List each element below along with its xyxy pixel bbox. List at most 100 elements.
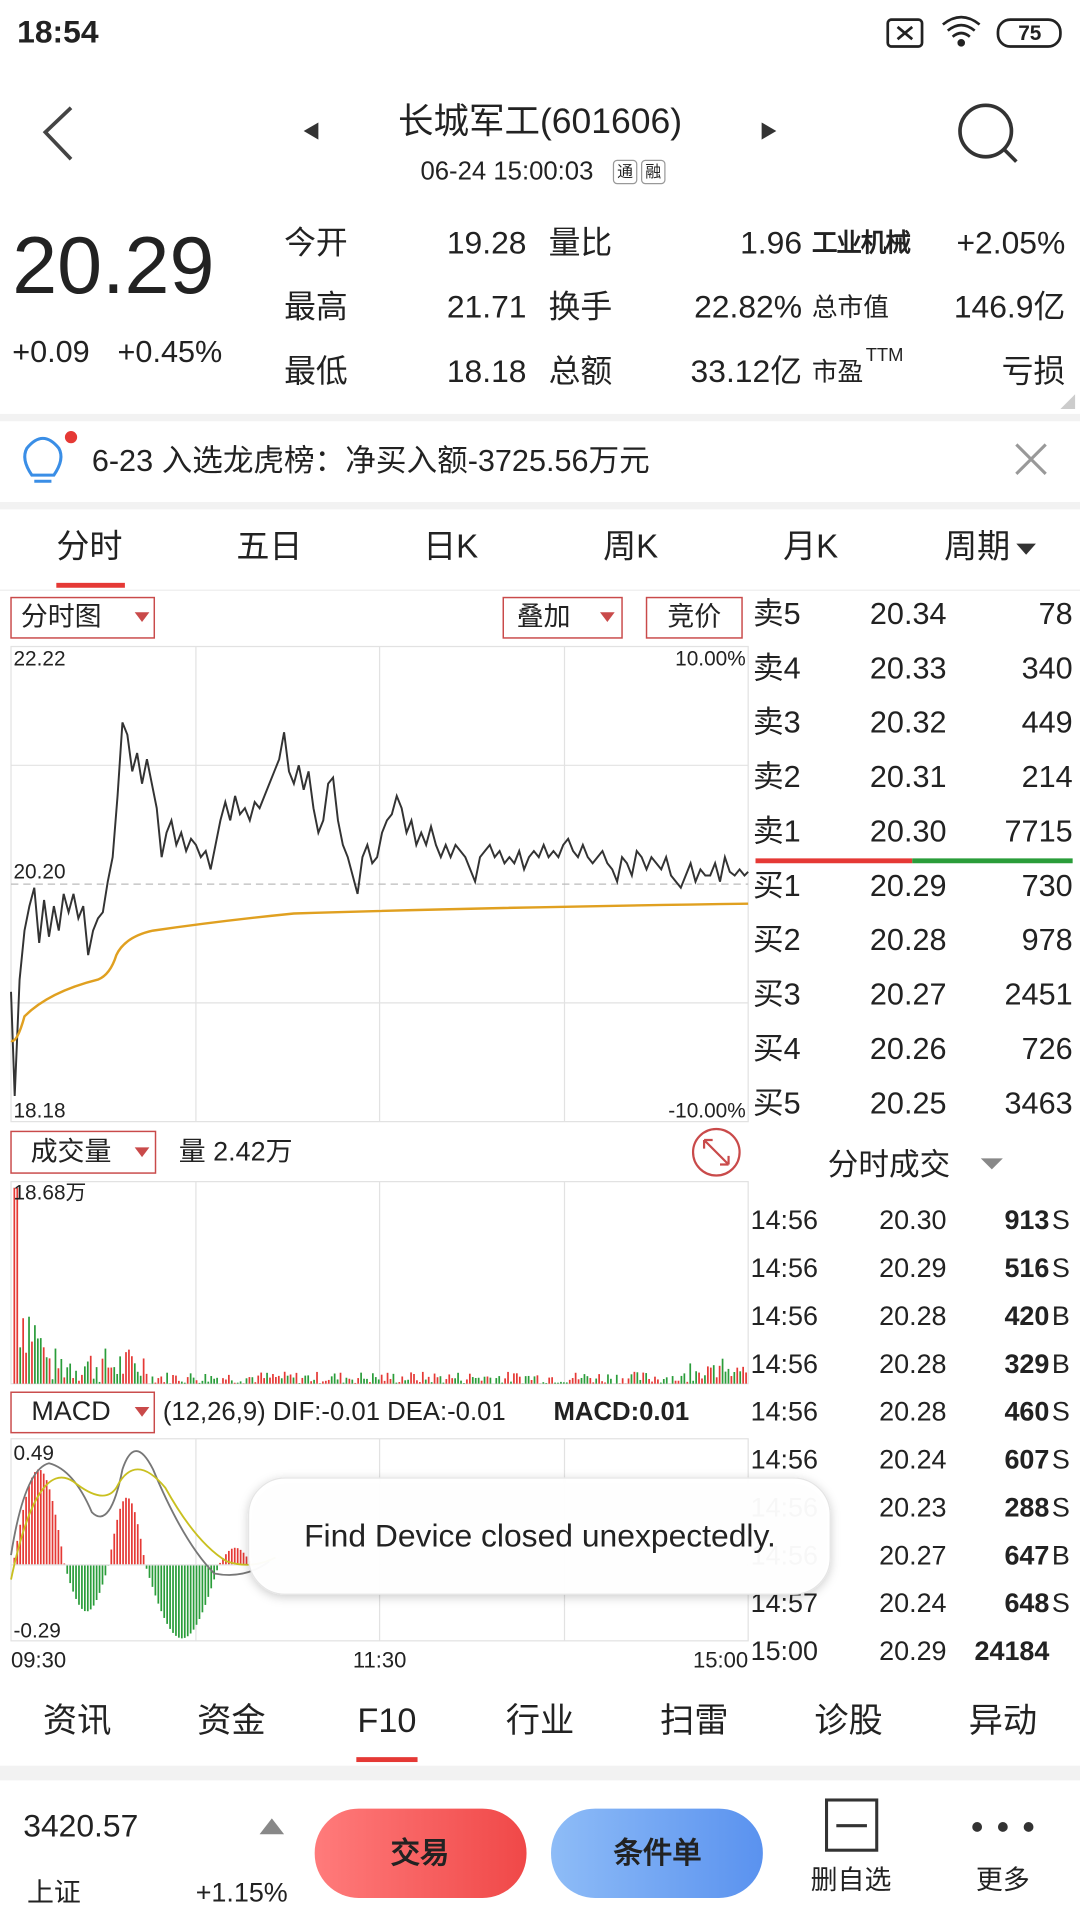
volume-bar xyxy=(345,1377,348,1384)
more-icon[interactable] xyxy=(972,1822,1034,1832)
macd-bar xyxy=(28,1485,30,1565)
volume-bar xyxy=(416,1380,418,1384)
volume-bar xyxy=(63,1377,66,1384)
volume-bar xyxy=(642,1372,645,1384)
tab[interactable]: 分时 xyxy=(56,528,122,565)
volume-bar xyxy=(351,1379,354,1384)
tab[interactable]: 周K xyxy=(603,528,658,565)
footer-action[interactable]: 删自选 xyxy=(811,1865,892,1895)
volume-bar xyxy=(72,1378,74,1384)
volume-bar xyxy=(483,1376,486,1384)
footer-action[interactable]: 更多 xyxy=(976,1865,1030,1895)
volume-bar xyxy=(22,1318,24,1384)
chart-button[interactable]: 竞价 xyxy=(667,601,721,631)
volume-bar xyxy=(207,1381,210,1384)
bottom-tab[interactable]: 诊股 xyxy=(814,1702,883,1740)
volume-bar xyxy=(86,1361,89,1384)
next-stock[interactable] xyxy=(761,122,777,140)
bottom-tab[interactable]: 扫雷 xyxy=(660,1702,729,1740)
expand-button[interactable] xyxy=(691,1127,741,1177)
macd-bar xyxy=(78,1564,80,1605)
trade-time: 14:56 xyxy=(751,1349,818,1379)
volume-bar xyxy=(495,1378,498,1384)
macd-bar xyxy=(216,1564,218,1571)
macd-params: (12,26,9) DIF:-0.01 DEA:-0.01 xyxy=(163,1398,506,1426)
trade-side: B xyxy=(1052,1540,1070,1570)
volume-bar xyxy=(16,1187,19,1384)
trade-button[interactable] xyxy=(314,1808,527,1898)
volume-bar xyxy=(645,1373,648,1384)
macd-bar xyxy=(198,1564,201,1619)
bottom-tab[interactable]: 异动 xyxy=(969,1702,1038,1740)
trades-dropdown[interactable] xyxy=(980,1158,1003,1170)
macd-bar xyxy=(36,1469,39,1565)
volume-bar xyxy=(342,1382,345,1384)
bottom-tab[interactable]: 行业 xyxy=(506,1702,575,1740)
trade-price: 20.29 xyxy=(879,1636,946,1666)
chart-button[interactable]: 叠加 xyxy=(517,601,571,631)
stat-label: 市盈 xyxy=(812,357,863,386)
book-label: 买5 xyxy=(753,1086,801,1120)
macd-bar xyxy=(157,1564,160,1604)
tab[interactable]: 日K xyxy=(423,528,478,565)
trade-side: S xyxy=(1052,1445,1070,1475)
volume-bar xyxy=(518,1376,521,1384)
trade-volume: 420 xyxy=(1004,1301,1049,1331)
search-button[interactable] xyxy=(958,103,1018,163)
close-notice[interactable] xyxy=(1015,443,1047,475)
macd-bar xyxy=(222,1558,224,1565)
volume-bar xyxy=(383,1380,386,1384)
stat-value: +2.05% xyxy=(956,224,1065,260)
bottom-tab[interactable]: 资金 xyxy=(197,1702,266,1740)
tab[interactable]: 周期 xyxy=(944,528,1010,565)
tab[interactable]: 五日 xyxy=(236,528,302,565)
volume-bar xyxy=(563,1382,565,1384)
volume-bar xyxy=(233,1382,236,1384)
volume-bar xyxy=(595,1378,598,1384)
bottom-tab[interactable]: F10 xyxy=(357,1702,416,1740)
book-label: 买1 xyxy=(753,869,801,903)
footer-button[interactable]: 交易 xyxy=(391,1836,450,1870)
chart-buttons-frame[interactable] xyxy=(10,596,743,1434)
volume-bar xyxy=(357,1378,360,1384)
volume-bar xyxy=(524,1376,527,1384)
trade-price: 20.28 xyxy=(879,1397,946,1427)
volume-bar xyxy=(48,1358,51,1384)
volume-bar xyxy=(131,1356,133,1384)
prev-stock[interactable] xyxy=(303,122,319,140)
volume-bar xyxy=(695,1371,697,1384)
trade-time: 14:56 xyxy=(751,1301,818,1331)
macd-bar xyxy=(48,1489,51,1565)
volume-bar xyxy=(707,1366,709,1384)
volume-button[interactable]: 成交量 xyxy=(31,1137,112,1167)
bottom-tab[interactable]: 资讯 xyxy=(43,1702,112,1740)
book-label: 卖5 xyxy=(753,597,801,631)
back-button[interactable] xyxy=(42,106,73,161)
trade-time: 14:56 xyxy=(751,1445,818,1475)
stat-value: 亏损 xyxy=(1002,353,1066,389)
volume-max: 18.68万 xyxy=(13,1181,86,1204)
volume-bar xyxy=(392,1373,395,1384)
volume-bar xyxy=(704,1375,706,1384)
trade-side: S xyxy=(1052,1253,1070,1283)
index-arrow xyxy=(259,1818,285,1835)
last-price: 20.29 xyxy=(12,221,214,311)
trade-price: 20.28 xyxy=(879,1349,946,1379)
volume-bar xyxy=(648,1378,650,1384)
book-volume: 214 xyxy=(1022,760,1073,794)
remove-watch-icon[interactable] xyxy=(825,1798,879,1852)
book-price: 20.25 xyxy=(870,1086,947,1120)
footer-button[interactable]: 条件单 xyxy=(613,1837,701,1870)
status-icons xyxy=(886,15,1062,48)
chart-button[interactable]: 分时图 xyxy=(21,601,102,631)
volume-bar xyxy=(660,1382,662,1384)
separator xyxy=(0,413,1080,422)
volume-bar xyxy=(721,1358,724,1384)
volume-bar xyxy=(289,1374,292,1384)
tab[interactable]: 月K xyxy=(783,528,838,565)
macd-bar xyxy=(192,1564,195,1630)
condition-button[interactable] xyxy=(551,1808,763,1898)
macd-button[interactable]: MACD xyxy=(31,1396,110,1426)
volume-bar xyxy=(107,1367,110,1384)
volume-bar xyxy=(657,1379,659,1384)
